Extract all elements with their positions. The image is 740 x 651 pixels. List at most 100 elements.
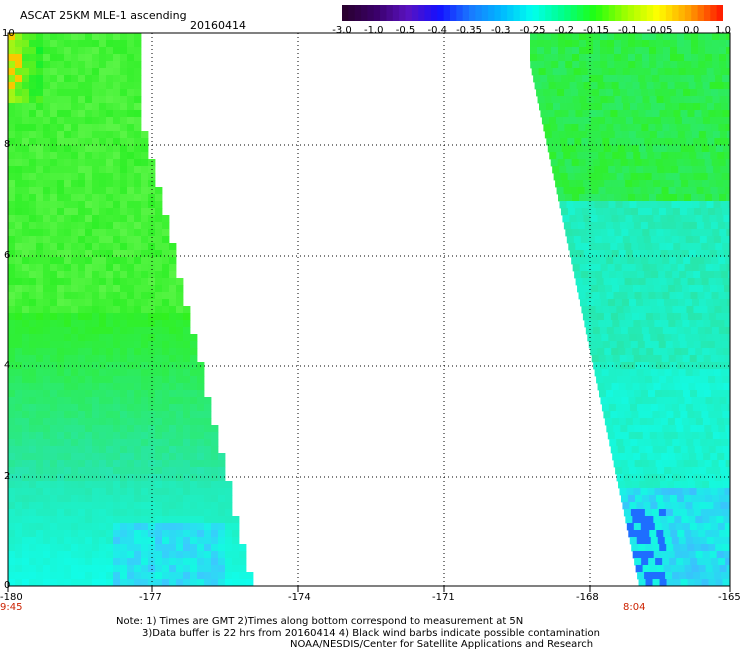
swath-cell: [600, 40, 607, 47]
swath-cell: [627, 257, 634, 264]
swath-cell: [558, 40, 565, 47]
swath-cell: [618, 348, 625, 355]
swath-cell: [603, 243, 610, 250]
swath-cell: [721, 68, 728, 75]
swath-cell: [148, 453, 155, 460]
swath-cell: [183, 376, 190, 383]
swath-cell: [43, 215, 50, 222]
swath-cell: [8, 523, 15, 530]
swath-cell: [36, 292, 43, 299]
swath-cell: [579, 229, 586, 236]
swath-cell: [697, 488, 704, 495]
swath-cell: [92, 124, 99, 131]
swath-cell: [591, 250, 598, 257]
swath-cell: [127, 334, 134, 341]
swath-cell: [29, 341, 36, 348]
swath-cell: [632, 313, 639, 320]
swath-cell: [656, 327, 663, 334]
swath-cell: [653, 278, 660, 285]
swath-cell: [721, 103, 728, 110]
swath-cell: [64, 187, 71, 194]
swath-cell: [64, 110, 71, 117]
swath-cell: [564, 89, 571, 96]
swath-cell: [612, 453, 619, 460]
swath-cell: [127, 257, 134, 264]
swath-cell: [640, 418, 647, 425]
swath-cell: [92, 264, 99, 271]
swath-cell: [595, 103, 602, 110]
swath-cell: [15, 243, 22, 250]
swath-cell: [697, 222, 704, 229]
swath-cell: [648, 89, 655, 96]
swath-cell: [22, 537, 29, 544]
swath-cell: [190, 565, 197, 572]
footer-credit: NOAA/NESDIS/Center for Satellite Applica…: [290, 639, 593, 651]
swath-cell: [641, 390, 648, 397]
swath-cell: [127, 537, 134, 544]
swath-cell: [183, 460, 190, 467]
swath-cell: [50, 75, 57, 82]
swath-cell: [702, 180, 709, 187]
swath-cell: [36, 222, 43, 229]
swath-cell: [183, 481, 190, 488]
swath-cell: [57, 376, 64, 383]
swath-cell: [624, 243, 631, 250]
swath-cell: [190, 418, 197, 425]
swath-cell: [78, 565, 85, 572]
swath-cell: [709, 278, 716, 285]
swath-cell: [113, 243, 120, 250]
swath-cell: [57, 369, 64, 376]
swath-cell: [127, 446, 134, 453]
swath-cell: [71, 509, 78, 516]
swath-cell: [625, 180, 632, 187]
swath-cell: [64, 432, 71, 439]
swath-cell: [22, 117, 29, 124]
swath-cell: [665, 68, 672, 75]
swath-cell: [537, 61, 544, 68]
swath-cell: [686, 103, 693, 110]
swath-cell: [99, 460, 106, 467]
swath-cell: [57, 467, 64, 474]
swath-cell: [677, 397, 684, 404]
swath-cell: [598, 285, 605, 292]
swath-cell: [50, 502, 57, 509]
swath-cell: [690, 425, 697, 432]
swath-cell: [29, 376, 36, 383]
swath-cell: [570, 117, 577, 124]
swath-cell: [29, 460, 36, 467]
swath-cell: [593, 40, 600, 47]
swath-cell: [155, 558, 162, 565]
swath-cell: [113, 75, 120, 82]
swath-cell: [565, 159, 572, 166]
swath-cell: [57, 138, 64, 145]
swath-cell: [585, 187, 592, 194]
swath-cell: [176, 488, 183, 495]
swath-cell: [169, 390, 176, 397]
swath-cell: [584, 117, 591, 124]
swath-cell: [8, 40, 15, 47]
swath-cell: [78, 54, 85, 61]
swath-cell: [50, 397, 57, 404]
swath-cell: [176, 467, 183, 474]
swath-cell: [169, 502, 176, 509]
swath-cell: [648, 355, 655, 362]
swath-cell: [64, 467, 71, 474]
swath-cell: [22, 502, 29, 509]
swath-cell: [565, 40, 572, 47]
swath-cell: [584, 285, 591, 292]
swath-cell: [604, 313, 611, 320]
swath-cell: [717, 82, 724, 89]
swath-cell: [92, 61, 99, 68]
swath-cell: [616, 138, 623, 145]
swath-cell: [691, 530, 698, 537]
swath-cell: [667, 145, 674, 152]
swath-cell: [670, 33, 677, 40]
swath-cell: [127, 320, 134, 327]
swath-cell: [141, 180, 148, 187]
swath-cell: [169, 516, 176, 523]
swath-cell: [43, 271, 50, 278]
swath-cell: [57, 75, 64, 82]
swath-cell: [677, 47, 684, 54]
swath-cell: [706, 201, 713, 208]
swath-cell: [689, 117, 696, 124]
